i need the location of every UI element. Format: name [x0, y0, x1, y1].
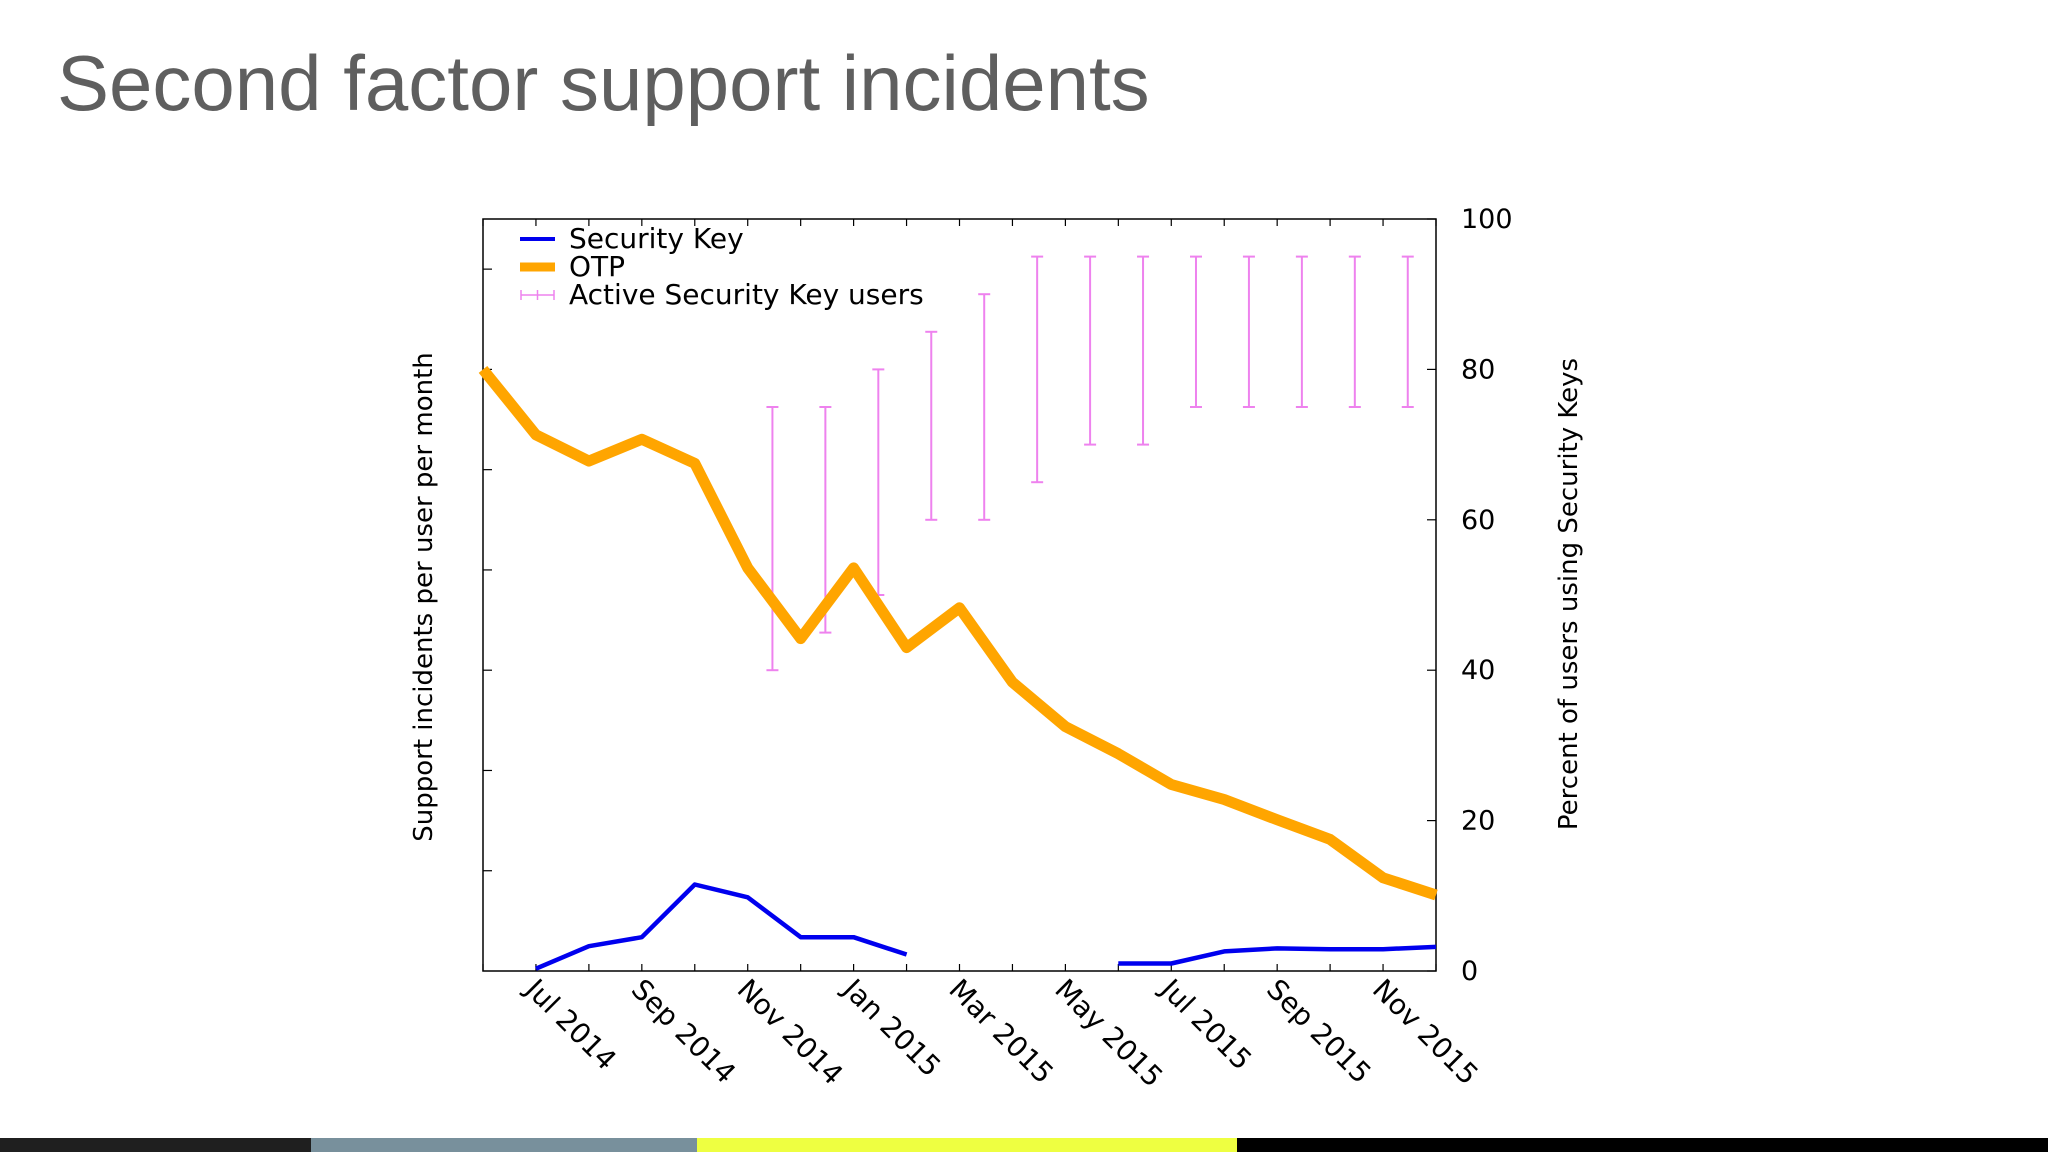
legend-label-active-users: Active Security Key users [569, 278, 924, 311]
x-tick-label: Nov 2015 [1366, 973, 1485, 1092]
y-right-tick-label: 40 [1461, 655, 1495, 686]
error-bar [819, 406, 832, 634]
error-bar [1242, 255, 1255, 408]
y-left-axis-label: Support incidents per user per month [409, 352, 439, 842]
error-bar [766, 406, 779, 672]
active-users-error-bars [766, 255, 1414, 672]
x-tick-label: Mar 2015 [943, 973, 1060, 1090]
series-lines [478, 365, 1438, 971]
error-bar [1295, 255, 1308, 408]
error-bar [978, 293, 991, 521]
error-bar [1031, 255, 1044, 484]
series-line-security-key [535, 882, 908, 971]
legend-label-otp: OTP [569, 250, 625, 283]
footer-segment [311, 1138, 697, 1152]
y-right-axis-label: Percent of users using Security Keys [1554, 358, 1584, 830]
error-bar [1348, 255, 1361, 408]
y-right-tick-label: 60 [1461, 505, 1495, 536]
slide-title: Second factor support incidents [57, 39, 1150, 127]
legend: Security Key OTP Active Security Key use… [520, 222, 924, 311]
x-tick-label: Jul 2015 [1153, 971, 1258, 1076]
footer-segment [1237, 1138, 2048, 1152]
footer-segment [697, 1138, 1237, 1152]
x-tick-label: Sep 2014 [625, 973, 742, 1090]
error-bar [1137, 255, 1150, 446]
x-tick-label: May 2015 [1048, 973, 1169, 1094]
x-tick-label: Jan 2015 [835, 971, 947, 1083]
x-tick-label: Nov 2014 [731, 973, 850, 1092]
y-right-tick-label: 0 [1461, 956, 1478, 987]
right-axis-tick-labels: 0 20 40 60 80 100 [1461, 204, 1513, 987]
plot-frame [482, 218, 1437, 972]
y-right-tick-label: 20 [1461, 806, 1495, 837]
axis-ticks [482, 218, 1437, 972]
legend-swatch-active-users [520, 290, 555, 300]
error-bar [1084, 255, 1097, 446]
legend-label-security-key: Security Key [569, 222, 744, 255]
error-bar [925, 330, 938, 521]
footer-segment [0, 1138, 311, 1152]
error-bar [1401, 255, 1414, 408]
x-tick-label: Sep 2015 [1260, 973, 1377, 1090]
error-bar [1189, 255, 1202, 408]
y-right-tick-label: 100 [1461, 204, 1513, 235]
y-right-tick-label: 80 [1461, 354, 1495, 385]
series-line-otp [478, 365, 1438, 901]
x-tick-label: Jul 2014 [518, 971, 623, 1076]
footer-color-bar [0, 1138, 2048, 1152]
series-line-security-key [1118, 944, 1437, 966]
error-bar [872, 368, 885, 596]
